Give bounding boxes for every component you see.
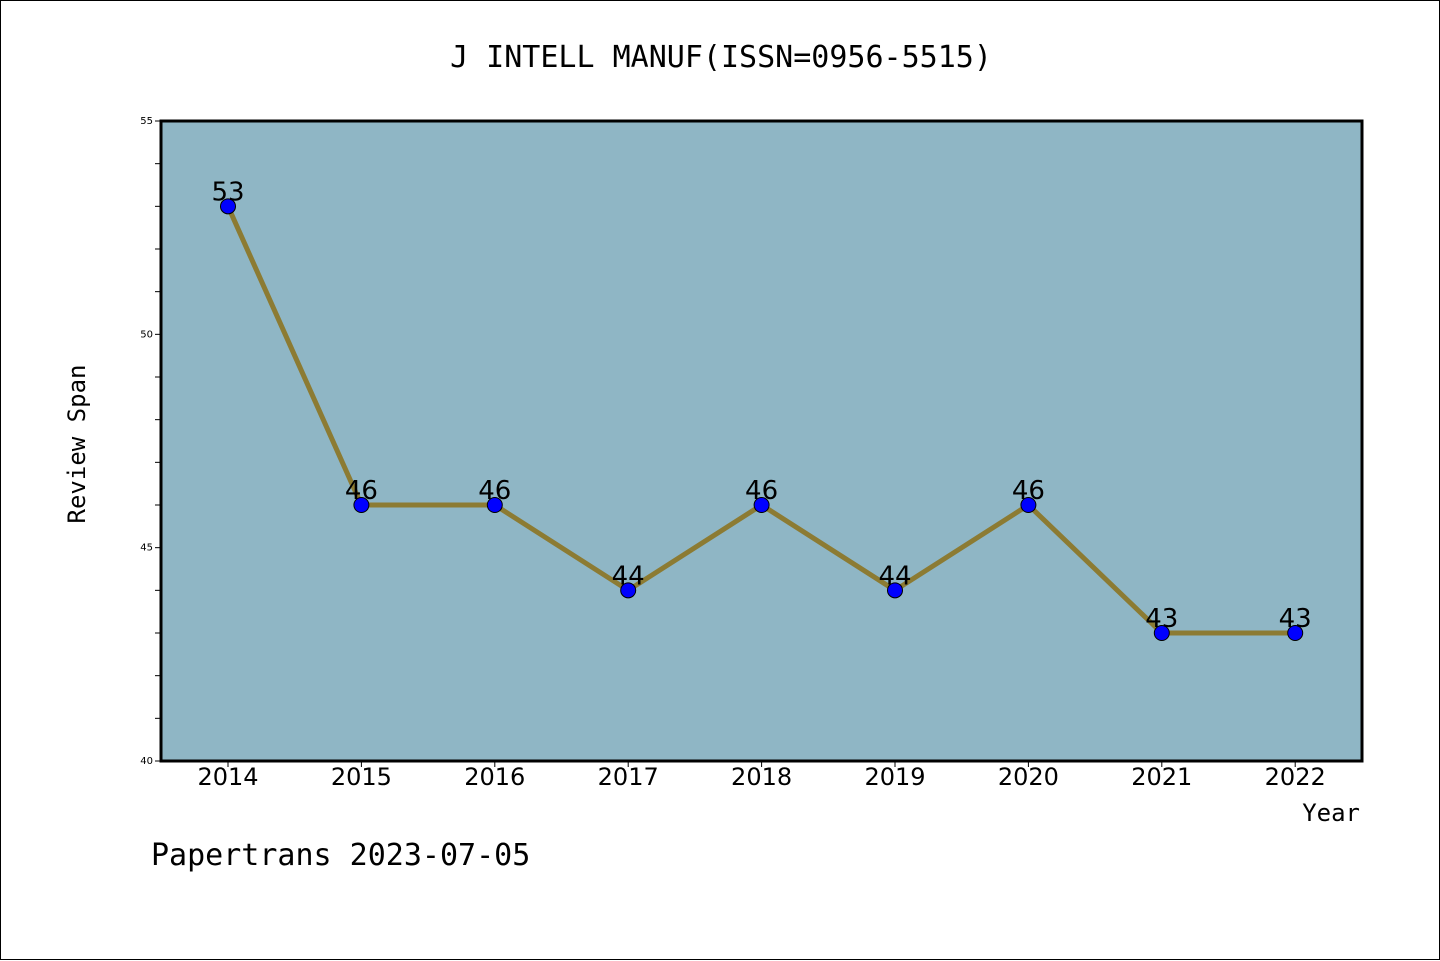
x-tick-label: 2022 [1265,763,1326,791]
data-point [887,582,903,599]
x-tick-label: 2018 [731,763,792,791]
data-point [620,582,637,599]
y-tick-label: 45 [140,543,153,554]
x-tick-label: 2021 [1131,763,1192,791]
data-value-label: 46 [345,476,378,506]
x-tick-label: 2016 [464,763,525,791]
y-tick-label: 40 [140,756,153,767]
data-value-label: 43 [1279,604,1312,634]
x-axis-ticks: 2014 2015 2016 2017 2018 2019 2020 2021 2022 [197,761,1326,791]
series-markers [220,198,1304,641]
x-tick-label: 2015 [331,763,392,791]
data-value-label: 46 [478,476,511,506]
data-point [486,497,503,513]
x-axis-label: Year [1302,799,1360,827]
data-point [220,198,236,215]
plot-area [161,121,1362,761]
data-value-label: 43 [1145,604,1178,634]
plot-border [159,119,1364,763]
data-point [1020,497,1037,513]
data-labels: 53 46 46 44 46 44 46 43 43 [211,177,1311,634]
y-tick-label: 55 [140,116,153,127]
data-point [753,497,770,513]
data-value-label: 44 [878,561,911,591]
data-point [353,497,370,513]
footer-note: Papertrans 2023-07-05 [151,838,530,873]
data-value-label: 46 [1012,476,1045,506]
x-tick-label: 2019 [864,763,925,791]
y-axis-label: Review Span [63,365,91,524]
data-value-label: 53 [211,177,244,207]
x-tick-label: 2020 [998,763,1059,791]
y-tick-label: 50 [140,329,153,340]
x-tick-label: 2014 [197,763,258,791]
chart-title: J INTELL MANUF(ISSN=0956-5515) [450,40,992,75]
y-axis-ticks: 40 45 50 55 [140,116,161,767]
x-tick-label: 2017 [598,763,659,791]
data-point [1153,625,1170,641]
data-point [1287,625,1304,641]
data-value-label: 46 [745,476,778,506]
data-value-label: 44 [612,561,645,591]
